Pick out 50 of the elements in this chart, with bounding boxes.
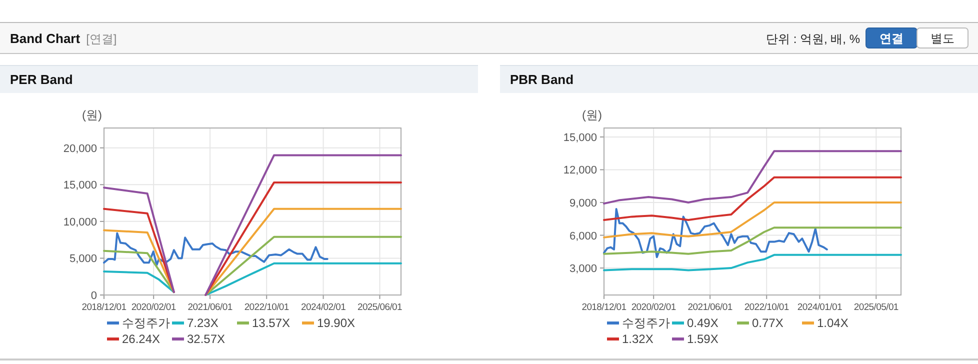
line-series xyxy=(103,232,328,266)
line-series xyxy=(603,226,902,255)
x-tick-label: 2025/06/01 xyxy=(357,302,402,313)
x-tick-label: 2024/01/01 xyxy=(797,302,842,313)
line-series xyxy=(603,254,902,272)
y-tick-label: 3,000 xyxy=(569,263,597,276)
line-series xyxy=(603,208,828,258)
x-tick-label: 2021/06/01 xyxy=(188,302,232,313)
legend-label: 0.77X xyxy=(752,316,784,330)
x-tick-label: 2025/05/01 xyxy=(854,302,898,313)
legend-label: 수정주가 xyxy=(622,316,670,330)
y-axis-title: (원) xyxy=(82,108,102,122)
legend-label: 0.49X xyxy=(687,316,718,330)
y-tick-label: 9,000 xyxy=(569,197,597,210)
text: 연결 xyxy=(880,32,904,46)
legend-label: 1.32X xyxy=(622,332,654,346)
y-axis-title: (원) xyxy=(582,108,602,122)
text: 단위 : 억원, 배, % xyxy=(766,32,860,46)
legend-label: 1.59X xyxy=(687,332,718,346)
text: [연결] xyxy=(86,32,117,46)
x-tick-label: 2018/12/01 xyxy=(82,302,126,313)
y-tick-label: 5,000 xyxy=(69,253,97,266)
line-series xyxy=(603,201,902,238)
text: Band Chart xyxy=(10,31,81,46)
chart-title: PBR Band xyxy=(510,72,574,87)
legend-label: 26.24X xyxy=(122,332,160,346)
legend-label: 1.04X xyxy=(817,316,848,330)
chart-title: PER Band xyxy=(10,72,73,87)
x-tick-label: 2018/12/01 xyxy=(582,302,626,313)
y-tick-label: 15,000 xyxy=(563,132,597,144)
legend-label: 7.23X xyxy=(187,316,218,330)
y-tick-label: 20,000 xyxy=(63,142,97,155)
x-tick-label: 2022/10/01 xyxy=(744,302,789,313)
line-series xyxy=(603,150,902,205)
legend-label: 32.57X xyxy=(187,332,226,346)
y-tick-label: 6,000 xyxy=(569,230,597,242)
y-tick-label: 0 xyxy=(90,290,97,302)
legend-label: 19.90X xyxy=(317,316,356,330)
x-tick-label: 2020/02/01 xyxy=(131,302,176,313)
x-tick-label: 2020/02/01 xyxy=(631,302,676,313)
line-series xyxy=(603,176,902,221)
legend-label: 13.57X xyxy=(252,316,290,330)
y-tick-label: 15,000 xyxy=(63,180,97,192)
legend-label: 수정주가 xyxy=(122,316,170,330)
x-tick-label: 2022/10/01 xyxy=(244,302,289,313)
y-tick-label: 10,000 xyxy=(63,216,97,228)
x-tick-label: 2024/02/01 xyxy=(301,302,346,313)
text: 별도 xyxy=(930,32,954,46)
x-tick-label: 2021/06/01 xyxy=(688,302,732,313)
y-tick-label: 12,000 xyxy=(563,164,597,177)
